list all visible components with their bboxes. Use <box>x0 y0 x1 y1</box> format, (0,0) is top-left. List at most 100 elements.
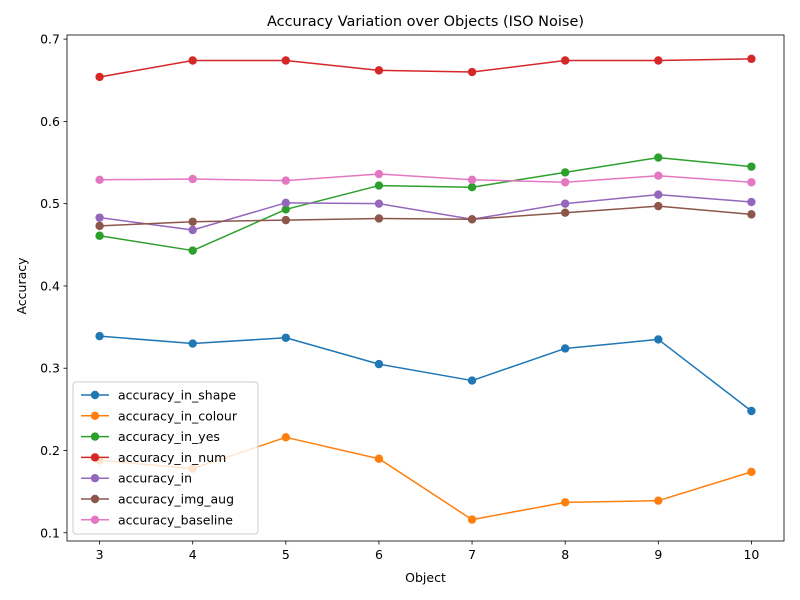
data-point <box>654 56 663 65</box>
series-accuracy_in_shape <box>95 331 756 416</box>
legend-label: accuracy_in <box>118 471 192 486</box>
data-point <box>188 217 197 226</box>
data-point <box>374 66 384 75</box>
legend-swatch-marker <box>90 432 100 441</box>
legend-item: accuracy_in_colour <box>81 408 238 423</box>
data-point <box>95 331 104 341</box>
data-point <box>188 225 197 235</box>
legend-swatch-marker <box>90 411 100 420</box>
data-point <box>467 67 477 77</box>
legend-box <box>72 381 259 535</box>
plot-area <box>95 54 756 524</box>
data-point <box>188 246 197 255</box>
data-point <box>95 231 104 240</box>
series-line <box>99 193 752 231</box>
data-point <box>747 54 756 64</box>
data-point <box>374 214 384 223</box>
data-point <box>374 169 384 179</box>
data-point <box>95 221 104 231</box>
x-tick-label: 7 <box>468 547 476 562</box>
legend-swatch-marker <box>90 453 100 462</box>
data-point <box>281 215 291 225</box>
data-point <box>560 344 570 353</box>
legend-item: accuracy_in_yes <box>81 429 220 444</box>
x-tick-label: 5 <box>282 547 290 562</box>
y-tick-label: 0.4 <box>40 278 60 293</box>
data-point <box>654 171 663 180</box>
legend-label: accuracy_in_yes <box>118 429 220 444</box>
legend-item: accuracy_img_aug <box>81 492 234 507</box>
data-point <box>747 210 756 219</box>
legend-swatch-marker <box>90 515 100 524</box>
data-point <box>467 215 477 224</box>
data-point <box>467 175 477 185</box>
series-accuracy_in <box>95 190 756 235</box>
data-point <box>188 56 197 65</box>
legend-label: accuracy_img_aug <box>118 492 234 507</box>
y-tick-label: 0.3 <box>40 361 60 376</box>
data-point <box>560 56 570 65</box>
data-point <box>560 208 570 217</box>
legend: accuracy_in_shape accuracy_in_colouraccur… <box>72 381 259 535</box>
data-point <box>188 339 197 348</box>
legend-item: accuracy_in_shape <box>81 388 236 403</box>
series-line <box>99 173 752 184</box>
x-tick-label: 10 <box>743 547 759 562</box>
data-point <box>654 153 663 162</box>
legend-label: accuracy_in_shape <box>118 388 236 403</box>
series-line <box>99 205 752 227</box>
legend-item: accuracy_in_num <box>81 450 226 465</box>
y-axis-label: Accuracy <box>14 257 29 315</box>
legend-swatch-marker <box>90 494 100 504</box>
data-point <box>95 213 104 222</box>
data-point <box>374 359 384 369</box>
legend-label: accuracy_baseline <box>118 512 233 527</box>
data-point <box>281 333 291 342</box>
x-tick-label: 3 <box>96 547 104 562</box>
data-point <box>747 178 756 187</box>
x-tick-label: 9 <box>654 547 662 562</box>
data-point <box>747 162 756 171</box>
series-accuracy_in_yes <box>95 153 756 255</box>
chart-title: Accuracy Variation over Objects (ISO Noi… <box>267 14 584 30</box>
x-tick-label: 6 <box>375 547 383 562</box>
data-point <box>654 335 663 344</box>
data-point <box>95 175 104 185</box>
y-tick-label: 0.7 <box>40 32 60 47</box>
x-axis-label: Object <box>405 570 446 585</box>
legend-item: accuracy_in <box>81 471 192 486</box>
data-point <box>281 56 291 65</box>
series-line <box>99 156 752 252</box>
series-line <box>99 58 752 78</box>
data-point <box>654 190 663 199</box>
x-tick-label: 8 <box>561 547 569 562</box>
data-point <box>374 199 384 208</box>
series-accuracy_baseline <box>95 169 756 187</box>
y-tick-label: 0.6 <box>40 114 60 129</box>
data-point <box>654 201 663 211</box>
y-tick-label: 0.5 <box>40 196 60 211</box>
series-accuracy_img_aug <box>95 201 756 231</box>
data-point <box>560 199 570 208</box>
data-point <box>281 205 291 214</box>
data-point <box>654 496 663 505</box>
data-point <box>281 433 291 442</box>
y-tick-label: 0.2 <box>40 443 60 458</box>
plot-frame <box>66 34 785 542</box>
data-point <box>95 72 104 82</box>
data-point <box>281 176 291 185</box>
series-line <box>99 335 752 412</box>
data-point <box>467 376 477 385</box>
axes: 3 4 5 6 7 8 9 10 0.1 0.2 0.3 0.4 0.5 0.6 0.7 <box>40 32 785 562</box>
legend-swatch-marker <box>90 390 100 400</box>
data-point <box>560 498 570 507</box>
data-point <box>374 454 384 463</box>
legend-swatch-marker <box>90 474 100 483</box>
data-point <box>747 406 756 416</box>
data-point <box>560 168 570 177</box>
y-tick-label: 0.1 <box>40 525 60 540</box>
data-point <box>747 467 756 477</box>
series-accuracy_in_num <box>95 54 756 82</box>
